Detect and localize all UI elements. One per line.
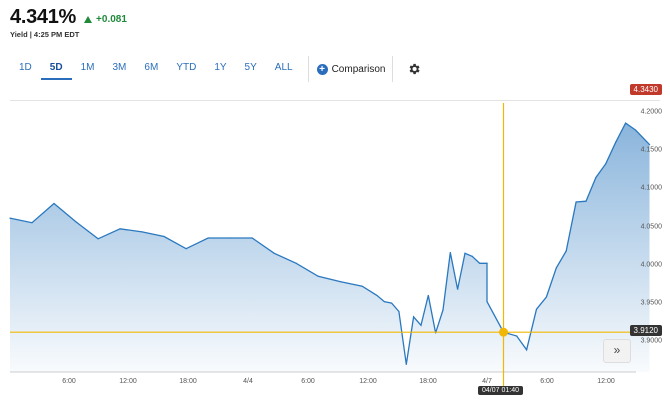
toolbar-divider: [307, 56, 309, 82]
data-point: [229, 237, 231, 239]
data-point: [317, 275, 319, 277]
data-point: [420, 324, 422, 326]
data-point: [442, 309, 444, 311]
y-tick-label: 4.2000: [640, 108, 662, 116]
data-point: [75, 221, 77, 223]
comparison-label: Comparison: [331, 63, 386, 75]
tab-5y[interactable]: 5Y: [244, 62, 257, 73]
data-point: [615, 141, 617, 143]
data-point: [605, 163, 607, 165]
crosshair-marker: [499, 327, 508, 337]
x-tick-label: 6:00: [301, 378, 315, 385]
y-tick-label: 3.9500: [640, 299, 662, 307]
yield-change: +0.081: [84, 14, 127, 25]
data-point: [251, 237, 253, 239]
tab-1d[interactable]: 1D: [19, 62, 32, 73]
data-point: [625, 122, 627, 124]
range-tab-list: 1D 5D 1M 3M 6M YTD 1Y 5Y ALL: [10, 58, 302, 80]
tab-1m[interactable]: 1M: [80, 62, 95, 73]
x-tick-label: 6:00: [540, 378, 554, 385]
data-point: [361, 285, 363, 287]
data-point: [413, 316, 415, 318]
range-tabs: 1D 5D 1M 3M 6M YTD 1Y 5Y ALL + Comparison: [10, 56, 421, 82]
current-price-tag: 4.3430: [629, 83, 662, 95]
data-point: [648, 143, 651, 146]
data-point: [119, 228, 121, 230]
tab-1y[interactable]: 1Y: [214, 62, 227, 73]
data-point: [535, 308, 538, 310]
data-point: [427, 294, 429, 297]
gear-icon[interactable]: [407, 62, 421, 76]
y-tick-label: 4.0500: [640, 223, 662, 230]
data-point: [163, 235, 165, 238]
data-point: [555, 267, 557, 269]
data-point: [398, 310, 400, 313]
y-tick-label: 4.1000: [640, 184, 662, 192]
yield-area-fill: [10, 123, 650, 372]
up-triangle-icon: [84, 16, 93, 23]
yield-change-value: +0.081: [96, 14, 127, 25]
toolbar-divider-2: [391, 56, 393, 82]
tab-6m[interactable]: 6M: [144, 62, 159, 73]
data-point: [185, 248, 187, 250]
data-point: [97, 238, 99, 240]
data-point: [207, 237, 209, 239]
data-point: [471, 255, 473, 257]
x-tick-label: 12:00: [119, 378, 137, 385]
tab-5d[interactable]: 5D: [40, 58, 72, 80]
tab-ytd[interactable]: YTD: [176, 62, 197, 73]
scroll-forward-button[interactable]: »: [603, 339, 631, 363]
x-tick-label: 18:00: [179, 378, 197, 385]
current-yield: 4.341%: [10, 6, 77, 28]
tab-3m[interactable]: 3M: [112, 62, 127, 73]
data-point: [31, 222, 33, 224]
x-tick-label: 12:00: [359, 378, 377, 385]
data-point: [516, 335, 518, 337]
data-point: [486, 262, 488, 264]
x-tick-label: 4/4: [243, 378, 253, 385]
data-point: [449, 251, 451, 254]
x-tick-label: 18:00: [419, 378, 437, 385]
y-tick-label: 4.0000: [640, 261, 662, 269]
data-point: [575, 201, 577, 203]
tab-all[interactable]: ALL: [274, 62, 293, 73]
y-tick-label: 4.1500: [640, 146, 662, 154]
data-point: [339, 281, 341, 283]
data-point: [464, 252, 466, 254]
data-point: [479, 262, 481, 264]
x-tick-label: 12:00: [597, 378, 615, 385]
data-point: [383, 300, 385, 303]
data-point: [391, 302, 393, 304]
data-point: [273, 252, 275, 254]
x-tick-label: 6:00: [62, 378, 76, 385]
data-point: [295, 262, 297, 264]
crosshair-price-tag: 3.9120: [629, 325, 662, 337]
comparison-button[interactable]: + Comparison: [316, 63, 386, 75]
plus-circle-icon: +: [316, 63, 328, 75]
y-tick-label: 3.9000: [640, 337, 662, 345]
data-point: [565, 250, 567, 252]
data-point: [585, 200, 587, 202]
data-point: [376, 294, 378, 297]
crosshair-time-tag: 04/07 01:40: [478, 386, 523, 395]
data-point: [634, 129, 637, 131]
data-point: [141, 231, 143, 233]
x-tick-label: 4/7: [482, 378, 492, 385]
data-point: [486, 300, 488, 303]
quote-row: 4.341% +0.081: [10, 6, 127, 29]
data-point: [595, 176, 597, 179]
data-point: [526, 349, 528, 351]
data-point: [9, 217, 11, 219]
data-point: [457, 288, 459, 290]
data-point: [405, 363, 407, 365]
quote-subtitle: Yield | 4:25 PM EDT: [10, 30, 80, 39]
data-point: [53, 202, 55, 205]
data-point: [545, 296, 548, 298]
chart-top-border: [10, 100, 660, 101]
